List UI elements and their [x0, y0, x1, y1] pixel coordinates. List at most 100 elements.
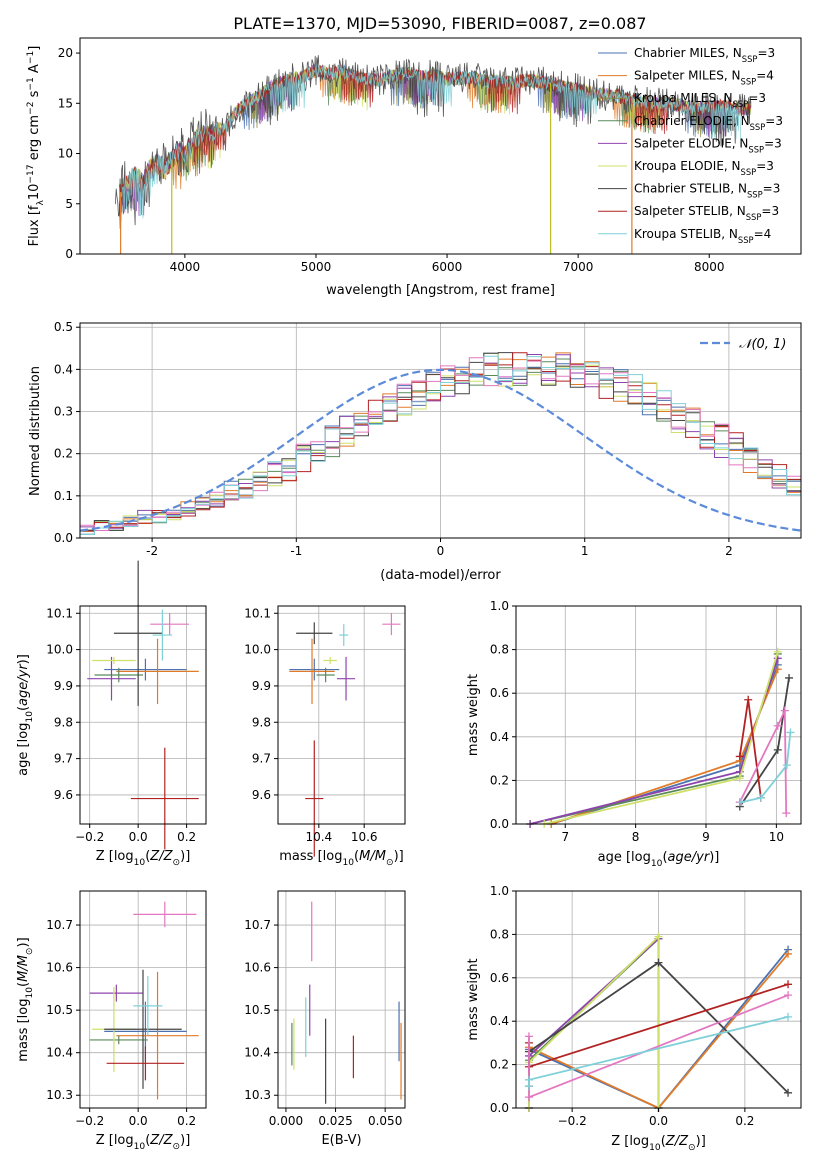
y-tick-label: 0.8	[490, 643, 509, 657]
y-tick-label: 10.4	[244, 1046, 271, 1060]
x-tick-label: −0.2	[75, 830, 104, 844]
y-tick-label: 0.1	[54, 489, 73, 503]
spectrum-line	[118, 64, 742, 219]
age-vs-mass-axes: 10.4 10.6 9.6 9.7 9.8 9.9 10.0 10.1 mass [log10(…	[244, 605, 406, 868]
legend: Chabrier MILES, NSSP=3 Salpeter MILES, NS…	[598, 46, 783, 245]
series-marker	[654, 932, 663, 941]
series-marker	[524, 1032, 533, 1041]
x-tick-label: 8	[632, 830, 640, 844]
y-tick-label: 1.0	[490, 884, 509, 898]
x-tick-label: 8000	[694, 260, 725, 274]
x-tick-label: 7000	[563, 260, 594, 274]
x-tick-label: -2	[146, 544, 158, 558]
series-marker	[785, 673, 794, 682]
plot-area	[80, 352, 801, 535]
series-marker	[786, 728, 795, 737]
axes-frame	[79, 605, 207, 825]
y-tick-label: 0.2	[490, 1058, 509, 1072]
x-tick-label: -1	[290, 544, 302, 558]
x-tick-label: 0.0	[129, 1114, 148, 1128]
legend-entry: Salpeter ELODIE, NSSP=3	[634, 136, 782, 154]
series-marker	[735, 752, 744, 761]
y-tick-label: 0.8	[490, 927, 509, 941]
y-tick-label: 9.6	[252, 788, 271, 802]
y-tick-label: 0.6	[490, 686, 509, 700]
mass-vs-ebv-axes: 0.000 0.025 0.050 10.3 10.4 10.5 10.6 10.7 E(B-V…	[244, 890, 406, 1148]
x-tick-label: 9	[702, 830, 710, 844]
series-marker	[773, 665, 782, 674]
x-tick-label: 10.6	[351, 830, 378, 844]
plot-area	[115, 55, 752, 254]
series-marker	[784, 949, 793, 958]
x-tick-label: 0.2	[177, 1114, 196, 1128]
axes-frame	[79, 890, 207, 1109]
series-marker	[735, 774, 744, 783]
histogram-step	[80, 353, 801, 532]
y-axis-label: Flux [fλ10−17 erg cm−2 s−1 A−1]	[26, 46, 46, 247]
y-tick-label: 0.5	[54, 320, 73, 334]
x-tick-label: −0.2	[75, 1114, 104, 1128]
y-tick-label: 10.0	[244, 643, 271, 657]
y-tick-label: 15	[58, 96, 73, 110]
y-tick-label: 0.6	[490, 971, 509, 985]
spectrum-axes: 4000 5000 6000 7000 8000 0 5 10 15 20 wavelength […	[26, 37, 802, 298]
x-tick-label: 10.4	[305, 830, 332, 844]
series-marker	[744, 695, 753, 704]
y-tick-label: 10.1	[244, 606, 271, 620]
x-tick-label: 0	[437, 544, 445, 558]
y-tick-label: 9.7	[252, 752, 271, 766]
y-tick-label: 9.6	[54, 788, 73, 802]
legend-entry: Chabrier STELIB, NSSP=3	[634, 182, 780, 200]
x-tick-label: 5000	[301, 260, 332, 274]
series-marker	[773, 745, 782, 754]
axes-frame	[277, 890, 406, 1109]
x-tick-label: 7	[561, 830, 569, 844]
series-marker	[756, 793, 765, 802]
y-tick-label: 9.7	[54, 752, 73, 766]
x-tick-label: 0.2	[735, 1114, 754, 1128]
figure-title: PLATE=1370, MJD=53090, FIBERID=0087, z=0…	[233, 14, 646, 33]
series-line	[738, 699, 762, 798]
plot-area	[89, 901, 199, 1100]
y-tick-label: 10	[58, 147, 73, 161]
y-axis-label: Normed distribution	[28, 366, 43, 496]
histogram-step	[80, 355, 801, 535]
plot-area	[526, 647, 795, 828]
series-marker	[654, 958, 663, 967]
series-marker	[524, 1093, 533, 1102]
y-tick-label: 10.1	[46, 606, 73, 620]
plot-area	[87, 560, 199, 850]
y-axis-label: mass weight	[466, 958, 481, 1040]
age-vs-Z-axes: −0.2 0.0 0.2 9.6 9.7 9.8 9.9 10.0 10.1 Z [log10(Z…	[16, 560, 207, 868]
series-marker	[780, 706, 789, 715]
x-axis-label: mass [log10(M/M⊙)]	[279, 849, 403, 868]
y-tick-label: 10.6	[244, 961, 271, 975]
x-tick-label: 0.0	[649, 1114, 668, 1128]
series-line	[528, 936, 660, 1108]
x-tick-label: 4000	[170, 260, 201, 274]
y-axis-label: mass [log10(M/M⊙)]	[16, 937, 35, 1061]
y-tick-label: 10.6	[46, 961, 73, 975]
y-tick-label: 9.8	[252, 715, 271, 729]
y-tick-label: 10.5	[46, 1003, 73, 1017]
histogram-axes: -2 -1 0 1 2 0.0 0.1 0.2 0.3 0.4 0.5 (data-model)/er…	[28, 320, 802, 583]
spectrum-line	[118, 64, 752, 202]
y-tick-label: 20	[58, 46, 73, 60]
legend-entry: 𝒩(0, 1)	[739, 337, 786, 352]
legend-entry: Kroupa MILES, NSSP=3	[634, 91, 766, 109]
series-marker	[784, 991, 793, 1000]
y-tick-label: 10.3	[46, 1088, 73, 1102]
series-marker	[782, 809, 791, 818]
series-line	[528, 934, 660, 1108]
y-axis-label: age [log10(age/yr)]	[16, 654, 35, 776]
series-marker	[784, 1088, 793, 1097]
series-line	[528, 936, 660, 1108]
histogram-step	[80, 357, 801, 531]
plot-area	[524, 932, 793, 1112]
series-marker	[524, 1075, 533, 1084]
histogram-step	[80, 358, 801, 531]
y-tick-label: 1.0	[490, 599, 509, 613]
x-tick-label: 6000	[432, 260, 463, 274]
x-tick-label: 0.000	[269, 1114, 303, 1128]
